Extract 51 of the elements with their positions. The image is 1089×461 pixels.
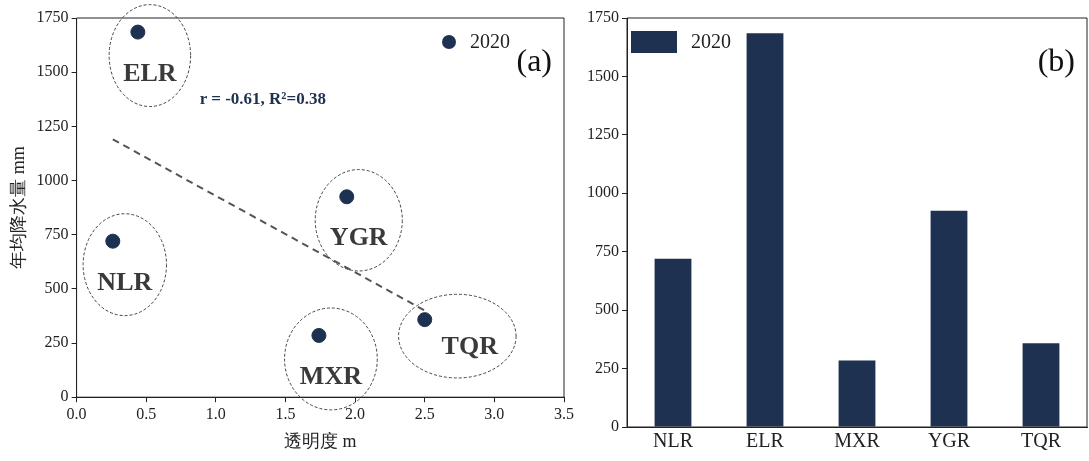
x-tick-label: 1.0 <box>205 405 226 422</box>
point <box>417 312 433 328</box>
x-tick-label: ELR <box>746 429 785 452</box>
y-tick-label: 0 <box>60 387 69 405</box>
annotation: (b) <box>1037 42 1075 79</box>
y-axis-title: 年均降水量 mm <box>7 146 28 269</box>
annotation: NLR <box>97 266 153 296</box>
y-tick-label: 1000 <box>587 183 619 201</box>
x-tick-label: 0.0 <box>66 405 87 422</box>
y-tick-label: 1500 <box>587 66 619 84</box>
y-tick-label: 1000 <box>36 170 69 188</box>
x-axis-title: 透明度 m <box>284 430 357 451</box>
annotation: TQR <box>441 331 499 361</box>
x-tick-label: 2.0 <box>345 405 366 422</box>
point <box>130 24 146 40</box>
point <box>105 233 121 249</box>
point <box>339 189 355 205</box>
annotation: ELR <box>123 57 177 87</box>
x-tick-label: 0.5 <box>136 405 157 422</box>
x-tick-label: 3.0 <box>484 405 505 422</box>
y-tick-label: 500 <box>44 279 69 297</box>
x-tick-label: 2.5 <box>414 405 435 422</box>
y-tick-label: 1750 <box>587 8 619 26</box>
y-tick-label: 1250 <box>587 125 619 143</box>
y-tick-label: 0 <box>611 417 619 435</box>
y-tick-label: 750 <box>595 241 619 259</box>
y-tick-label: 1250 <box>36 116 69 134</box>
bar <box>1022 343 1060 427</box>
y-tick-label: 1500 <box>36 62 69 80</box>
annotation: MXR <box>299 361 363 391</box>
bar <box>838 360 876 427</box>
bar <box>746 33 784 427</box>
y-tick-label: 250 <box>595 358 619 376</box>
annotation: (a) <box>516 42 552 79</box>
x-tick-label: YGR <box>927 429 971 452</box>
x-tick-label: NLR <box>653 429 694 452</box>
legend-label: 2020 <box>470 30 510 53</box>
x-tick-label: 3.5 <box>554 405 574 422</box>
x-tick-label: MXR <box>834 429 881 452</box>
point <box>311 327 327 343</box>
y-tick-label: 750 <box>44 224 69 242</box>
bar <box>654 258 692 427</box>
annotation: r = -0.61, R²=0.38 <box>199 88 326 108</box>
legend-label: 2020 <box>691 30 731 53</box>
bar <box>930 210 968 427</box>
x-tick-label: TQR <box>1021 429 1062 452</box>
y-tick-label: 250 <box>44 333 69 351</box>
x-tick-label: 1.5 <box>275 405 296 422</box>
y-tick-label: 500 <box>595 300 619 318</box>
annotation: YGR <box>329 222 388 252</box>
y-tick-label: 1750 <box>36 8 69 26</box>
